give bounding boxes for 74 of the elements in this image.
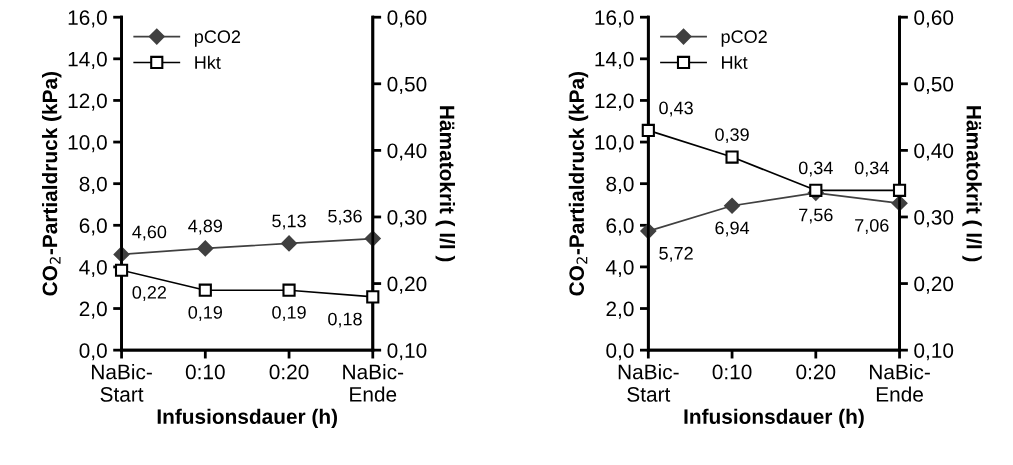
point [198,283,212,297]
y-tick-label: 12,0 [595,93,634,111]
y2-tick-label: 0,20 [914,276,954,294]
point [281,235,297,252]
x-tick-label: 0:20 [796,364,836,380]
x-tick-label: NaBic- Start [92,364,152,402]
y-tick-label: 14,0 [68,51,107,70]
data-label: 5,72 [659,246,693,262]
y2-tick-label: 0,60 [387,10,427,28]
point [197,240,214,257]
point [892,183,907,197]
data-label: 0,39 [715,128,749,144]
y-tick-label: 6,0 [79,218,107,236]
data-label: 0,43 [659,101,693,117]
y-tick-label: 8,0 [606,176,634,194]
y-tick-label: 0,0 [606,343,634,361]
data-label: 0,22 [132,285,166,301]
x-tick-label: 0:10 [712,364,752,380]
x-axis-title: Infusionsdauer (h) [157,408,337,429]
point [641,123,655,137]
y-tick-label: 2,0 [79,301,107,319]
y2-tick-label: 0,50 [914,76,954,95]
point [114,263,129,277]
y-tick-label: 10,0 [68,135,107,153]
data-label: 0,19 [272,305,306,321]
y2-tick-label: 0,30 [387,209,427,228]
data-label: 0,34 [854,161,889,177]
y2-tick-label: 0,40 [914,143,954,161]
data-label: 7,06 [855,218,889,234]
y2-tick-label: 0,60 [914,10,954,28]
data-label: 5,13 [272,214,306,230]
y2-tick-label: 0,10 [387,343,427,361]
legend-label: Hkt [722,55,748,69]
y-tick-label: 8,0 [79,176,107,194]
y-tick-label: 6,0 [606,218,634,236]
legend-label: pCO2 [721,30,767,47]
point [366,290,380,304]
x-tick-label: NaBic- Start [618,364,679,402]
y-tick-label: 12,0 [68,93,107,111]
data-label: 0,34 [798,161,833,177]
y2-tick-label: 0,40 [387,143,427,161]
y-tick-label: 2,0 [606,301,634,319]
data-label: 0,18 [328,312,362,328]
x-axis-title: Infusionsdauer (h) [684,408,864,429]
legend-label: Hkt [195,55,221,69]
y-tick-label: 16,0 [595,10,634,28]
data-label: 7,56 [799,208,833,224]
y-axis-title: CO$_{2}$-Partialdruck (kPa) [41,72,62,296]
y2-tick-label: 0,30 [914,209,954,228]
y-tick-label: 14,0 [595,51,634,70]
x-tick-label: NaBic- Ende [870,364,930,402]
y2-tick-label: 0,50 [387,76,427,95]
data-label: 4,89 [188,219,223,235]
y-tick-label: 4,0 [79,259,107,278]
y-tick-label: 0,0 [79,343,107,361]
x-tick-label: 0:10 [185,364,225,380]
y2-tick-label: 0,10 [914,343,954,361]
y-axis-title: CO$_{2}$-Partialdruck (kPa) [568,72,589,296]
y2-axis-title: Hämatokrit ( l/l ) [962,106,982,262]
data-label: 0,19 [188,305,223,321]
point [725,150,739,164]
x-tick-label: 0:20 [269,364,309,380]
y-tick-label: 10,0 [595,135,634,153]
data-label: 6,94 [715,221,750,237]
point [282,283,296,297]
x-tick-label: NaBic- Ende [343,364,404,402]
y-tick-label: 4,0 [605,259,634,278]
legend-label: pCO2 [194,30,241,47]
data-label: 5,36 [328,209,362,225]
y2-tick-label: 0,20 [387,276,427,294]
point [809,183,823,197]
y2-axis-title: Hämatokrit ( l/l ) [435,106,455,262]
data-label: 4,60 [132,225,167,241]
y-tick-label: 16,0 [68,10,107,28]
